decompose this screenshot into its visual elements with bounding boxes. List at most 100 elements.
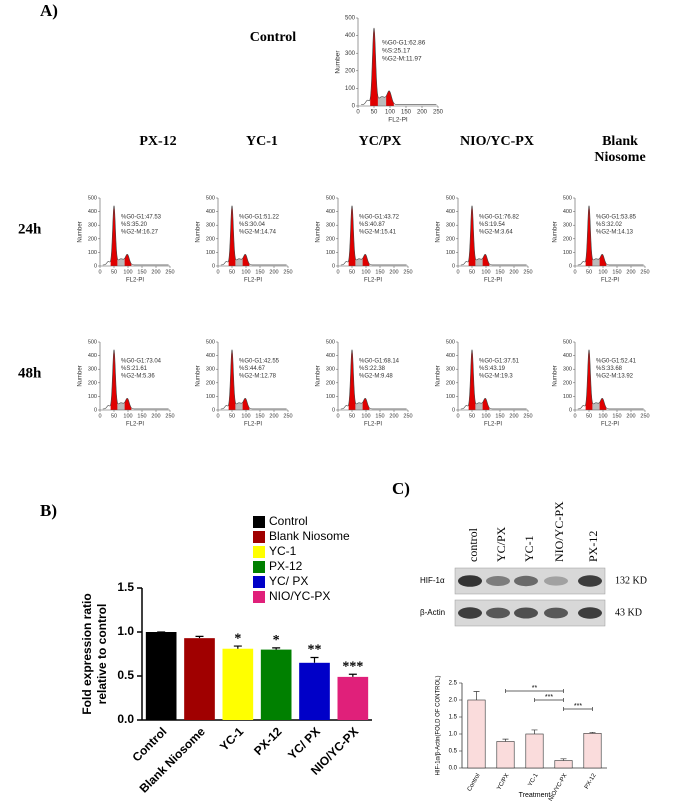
y-tick-label: 0 [212, 407, 215, 413]
x-tick-label: YC/PX [496, 773, 510, 792]
s-phase-area [474, 390, 484, 410]
column-header: Blank Niosome [594, 134, 646, 165]
cell-cycle-stat: %G2-M:3.64 [479, 230, 513, 236]
comparison-label: *** [545, 694, 553, 701]
s-phase-area [354, 390, 364, 410]
x-tick-label: Blank Niosome [137, 724, 208, 795]
error-bar [195, 635, 204, 639]
x-tick-label: 100 [361, 413, 370, 419]
cell-cycle-stat: %G2-M:14.74 [239, 230, 277, 236]
y-tick-label: 200 [206, 380, 215, 386]
error-bar [589, 731, 596, 734]
x-axis-label: FL2-PI [601, 278, 619, 284]
band-name: β-Actin [420, 608, 445, 617]
y-tick-label: 400 [206, 353, 215, 359]
histogram-curve [577, 349, 644, 410]
x-tick-label: 100 [385, 110, 396, 116]
column-header: YC/PX [358, 134, 402, 149]
y-tick-label: 300 [326, 367, 335, 373]
g2-peak [242, 254, 250, 266]
cell-cycle-stat: %G2-M:15.41 [359, 230, 397, 236]
histogram-curve [220, 205, 287, 266]
x-tick-label: 50 [349, 413, 355, 419]
x-tick-label: 250 [523, 269, 532, 275]
s-phase-area [474, 246, 484, 266]
y-tick-label: 0.5 [117, 668, 134, 682]
x-tick-label: 0 [456, 269, 459, 275]
y-axis-label: Number [335, 50, 342, 74]
y-tick-label: 100 [206, 394, 215, 400]
y-tick-label: 200 [563, 236, 572, 242]
y-axis-label: Number [316, 221, 322, 242]
error-bar [310, 656, 319, 663]
blot-band [458, 575, 482, 587]
x-axis-label: FL2-PI [484, 422, 502, 428]
y-tick-label: 200 [88, 380, 97, 386]
x-axis-label: FL2-PI [364, 422, 382, 428]
cell-cycle-stat: %G2-M:19.3 [479, 374, 513, 380]
cell-cycle-stat: %S:21.61 [121, 366, 148, 372]
y-tick-label: 300 [206, 223, 215, 229]
legend-swatch [253, 561, 265, 573]
blot-band [486, 607, 510, 619]
g2-peak [599, 398, 607, 410]
x-tick-label: 200 [626, 269, 635, 275]
g2-peak [362, 398, 370, 410]
column-header: PX-12 [139, 134, 177, 149]
blot-band [578, 607, 602, 619]
y-tick-label: 300 [563, 367, 572, 373]
y-tick-label: 100 [206, 250, 215, 256]
x-tick-label: 0 [356, 110, 360, 116]
g2-peak [482, 254, 490, 266]
s-phase-area [376, 80, 388, 106]
y-axis-label: HIF-1α/β-Actin(FOLD OF CONTROL) [436, 676, 442, 776]
x-tick-label: 150 [137, 413, 146, 419]
bar [554, 760, 573, 769]
g2-peak [124, 254, 132, 266]
cell-cycle-stat: %G2-M:14.13 [596, 230, 634, 236]
legend-label: YC/ PX [269, 574, 308, 588]
x-tick-label: 0 [216, 269, 219, 275]
x-tick-label: 100 [241, 413, 250, 419]
y-tick-label: 0 [94, 263, 97, 269]
x-tick-label: 150 [137, 269, 146, 275]
g1-peak [348, 205, 356, 266]
y-tick-label: 100 [88, 394, 97, 400]
x-tick-label: YC-1 [217, 724, 246, 753]
y-axis-label: Number [196, 365, 202, 386]
x-tick-label: 0 [98, 269, 101, 275]
y-tick-label: 200 [563, 380, 572, 386]
cell-cycle-stat: %G2-M:13.92 [596, 374, 634, 380]
y-axis-label: Number [196, 221, 202, 242]
lane-label: YC/PX [494, 526, 508, 562]
y-tick-label: 300 [563, 223, 572, 229]
lane-label: control [466, 527, 480, 562]
y-tick-label: 500 [88, 195, 97, 201]
bar [496, 741, 515, 769]
x-tick-label: 0 [336, 269, 339, 275]
x-axis-label: FL2-PI [126, 278, 144, 284]
x-tick-label: NIO/YC-PX [548, 773, 569, 803]
significance: ** [308, 643, 322, 658]
x-axis-label: FL2-PI [364, 278, 382, 284]
x-tick-label: 200 [151, 269, 160, 275]
x-tick-label: 150 [612, 413, 621, 419]
legend-label: PX-12 [269, 559, 303, 573]
x-tick-label: YC-1 [528, 772, 540, 787]
comparison-bracket [563, 707, 593, 711]
error-bar [348, 673, 357, 677]
cell-cycle-stat: %G2-M:9.48 [359, 374, 393, 380]
y-tick-label: 200 [446, 380, 455, 386]
y-axis-label: Number [436, 365, 442, 386]
y-tick-label: 100 [88, 250, 97, 256]
y-tick-label: 0 [569, 263, 572, 269]
error-bar [531, 729, 538, 734]
comparison-bracket [505, 689, 564, 693]
y-tick-label: 400 [88, 209, 97, 215]
cell-cycle-stat: %G0-G1:68.14 [359, 359, 400, 365]
blot-band [514, 575, 538, 587]
cell-cycle-stat: %S:43.19 [479, 366, 506, 372]
y-tick-label: 300 [88, 367, 97, 373]
y-axis-label: Number [436, 221, 442, 242]
